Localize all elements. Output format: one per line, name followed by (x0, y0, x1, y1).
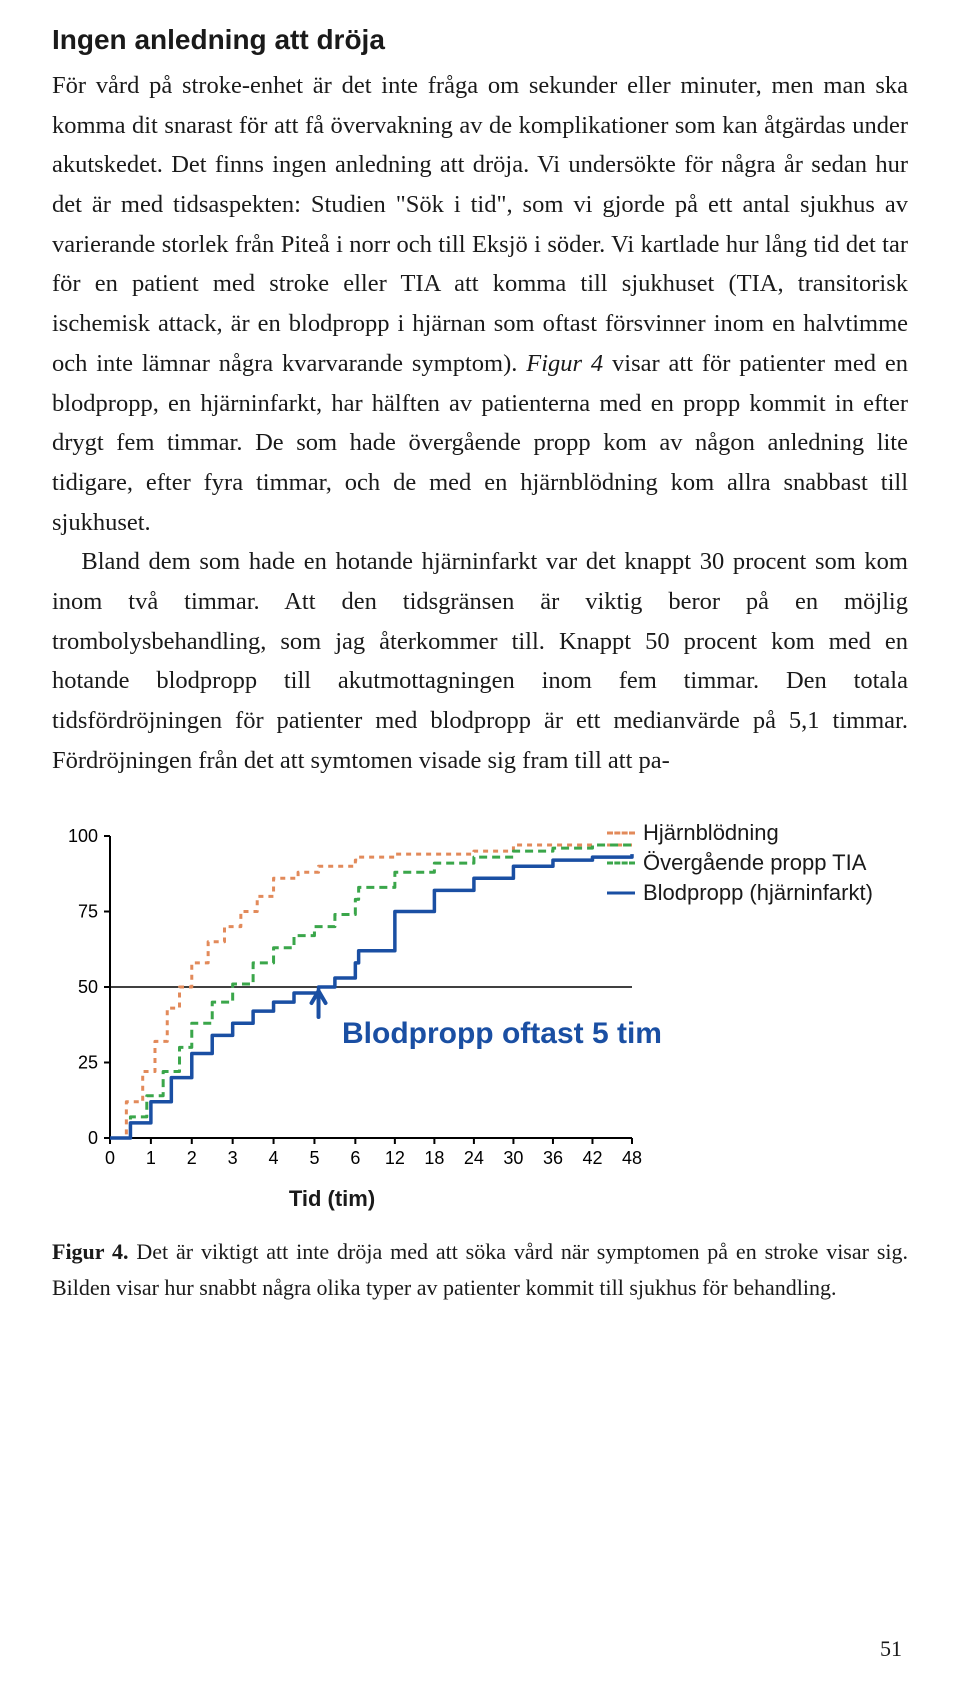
svg-text:42: 42 (582, 1148, 602, 1168)
figure-4-chart: 0255075100012345612182430364248 Hjärnblö… (52, 822, 908, 1212)
svg-text:18: 18 (424, 1148, 444, 1168)
caption-text: Det är viktigt att inte dröja med att sö… (52, 1239, 908, 1300)
legend-swatch (607, 891, 635, 894)
page-number: 51 (880, 1636, 902, 1662)
svg-text:3: 3 (228, 1148, 238, 1168)
section-heading: Ingen anledning att dröja (52, 24, 908, 56)
legend-label: Blodpropp (hjärninfarkt) (643, 880, 873, 905)
legend-label: Övergående propp TIA (643, 850, 866, 875)
svg-text:48: 48 (622, 1148, 642, 1168)
svg-text:100: 100 (68, 826, 98, 846)
svg-text:4: 4 (269, 1148, 279, 1168)
svg-text:12: 12 (385, 1148, 405, 1168)
svg-text:50: 50 (78, 977, 98, 997)
svg-text:1: 1 (146, 1148, 156, 1168)
legend-label: Hjärnblödning (643, 820, 779, 845)
svg-text:30: 30 (503, 1148, 523, 1168)
para1-part-b: visar att för patienter med en blodpropp… (52, 350, 908, 536)
para1-part-a: För vård på stroke-enhet är det inte frå… (52, 72, 908, 377)
figure-caption: Figur 4. Det är viktigt att inte dröja m… (52, 1234, 908, 1305)
svg-text:24: 24 (464, 1148, 484, 1168)
svg-text:25: 25 (78, 1053, 98, 1073)
svg-text:36: 36 (543, 1148, 563, 1168)
chart-annotation: Blodpropp oftast 5 tim (342, 1017, 662, 1052)
svg-text:5: 5 (309, 1148, 319, 1168)
svg-text:2: 2 (187, 1148, 197, 1168)
caption-label: Figur 4. (52, 1239, 129, 1264)
svg-text:0: 0 (88, 1128, 98, 1148)
chart-legend: Hjärnblödning Övergående propp TIA Blodpro… (607, 818, 873, 907)
legend-swatch (607, 832, 635, 835)
svg-text:6: 6 (350, 1148, 360, 1168)
legend-item: Hjärnblödning (607, 818, 873, 848)
figure-reference: Figur 4 (526, 350, 603, 377)
svg-text:0: 0 (105, 1148, 115, 1168)
svg-text:75: 75 (78, 902, 98, 922)
paragraph-2: Bland dem som hade en hotande hjärninfar… (52, 542, 908, 780)
legend-item: Blodpropp (hjärninfarkt) (607, 878, 873, 908)
paragraph-1: För vård på stroke-enhet är det inte frå… (52, 66, 908, 542)
legend-item: Övergående propp TIA (607, 848, 873, 878)
legend-swatch (607, 861, 635, 864)
x-axis-label: Tid (tim) (72, 1186, 592, 1212)
